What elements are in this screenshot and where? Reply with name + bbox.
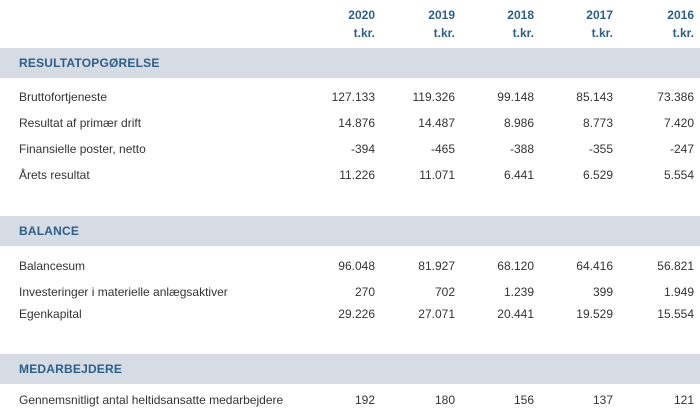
section-header-resultatopgorelse: RESULTATOPGØRELSE [0,48,700,78]
value-2018: 8.986 [503,116,534,130]
year-label: 2019 [428,8,455,22]
section-title: MEDARBEJDERE [19,362,123,376]
value-2020: 96.048 [338,259,375,273]
value-2016: 73.386 [657,90,694,104]
unit-label: t.kr. [672,26,694,40]
value-2018: 1.239 [503,285,534,299]
row-label: Investeringer i materielle anlægsaktiver [19,285,228,299]
value-2017: 399 [592,285,613,299]
table-row: Balancesum 96.048 81.927 68.120 64.416 5… [0,257,700,277]
value-2020: -394 [350,142,375,156]
value-2020: 14.876 [338,116,375,130]
value-2017: 8.773 [582,116,613,130]
year-col-2019: 2019 t.kr. [385,7,455,41]
year-label: 2018 [507,8,534,22]
value-2017: 19.529 [576,307,613,321]
row-label: Egenkapital [19,307,82,321]
year-col-2020: 2020 t.kr. [305,7,375,41]
table-row: Investeringer i materielle anlægsaktiver… [0,283,700,303]
table-row: Finansielle poster, netto -394 -465 -388… [0,140,700,160]
year-header: 2020 t.kr. 2019 t.kr. 2018 t.kr. 2017 t.… [0,0,700,48]
year-label: 2020 [348,8,375,22]
value-2019: 14.487 [418,116,455,130]
table-row: Egenkapital 29.226 27.071 20.441 19.529 … [0,305,700,325]
row-label: Årets resultat [19,168,90,182]
value-2020: 270 [354,285,375,299]
year-col-2017: 2017 t.kr. [543,7,613,41]
value-2016: -247 [669,142,694,156]
section-header-balance: BALANCE [0,216,700,246]
year-label: 2016 [667,8,694,22]
value-2020: 29.226 [338,307,375,321]
value-2019: 27.071 [418,307,455,321]
value-2018: 99.148 [497,90,534,104]
value-2016: 56.821 [657,259,694,273]
year-label: 2017 [586,8,613,22]
value-2018: 68.120 [497,259,534,273]
value-2019: 81.927 [418,259,455,273]
section-title: RESULTATOPGØRELSE [19,56,160,70]
value-2018: 6.441 [503,168,534,182]
row-label: Finansielle poster, netto [19,142,146,156]
table-row: Årets resultat 11.226 11.071 6.441 6.529… [0,166,700,186]
row-label: Gennemsnitligt antal heltidsansatte meda… [19,393,284,407]
row-label: Resultat af primær drift [19,116,142,130]
section-header-medarbejdere: MEDARBEJDERE [0,354,700,384]
value-2017: -355 [588,142,613,156]
value-2018: 156 [513,393,534,407]
value-2020: 127.133 [331,90,375,104]
value-2019: 119.326 [412,90,456,104]
table-row: Resultat af primær drift 14.876 14.487 8… [0,114,700,134]
row-label: Bruttofortjeneste [19,90,108,104]
value-2019: 180 [434,393,455,407]
year-col-2016: 2016 t.kr. [624,7,694,41]
unit-label: t.kr. [512,26,534,40]
value-2018: 20.441 [497,307,534,321]
value-2017: 137 [592,393,613,407]
value-2019: 702 [434,285,455,299]
unit-label: t.kr. [591,26,613,40]
section-title: BALANCE [19,224,80,238]
value-2018: -388 [509,142,534,156]
table-row: Gennemsnitligt antal heltidsansatte meda… [0,391,700,411]
unit-label: t.kr. [353,26,375,40]
value-2016: 15.554 [657,307,694,321]
value-2017: 6.529 [582,168,613,182]
value-2016: 1.949 [663,285,694,299]
value-2017: 64.416 [576,259,613,273]
year-col-2018: 2018 t.kr. [464,7,534,41]
value-2019: 11.071 [419,168,455,182]
value-2016: 5.554 [663,168,694,182]
value-2017: 85.143 [576,90,613,104]
value-2020: 192 [354,393,375,407]
value-2019: -465 [430,142,455,156]
row-label: Balancesum [19,259,86,273]
value-2020: 11.226 [339,168,375,182]
value-2016: 7.420 [663,116,694,130]
table-row: Bruttofortjeneste 127.133 119.326 99.148… [0,88,700,108]
unit-label: t.kr. [433,26,455,40]
value-2016: 121 [673,393,694,407]
